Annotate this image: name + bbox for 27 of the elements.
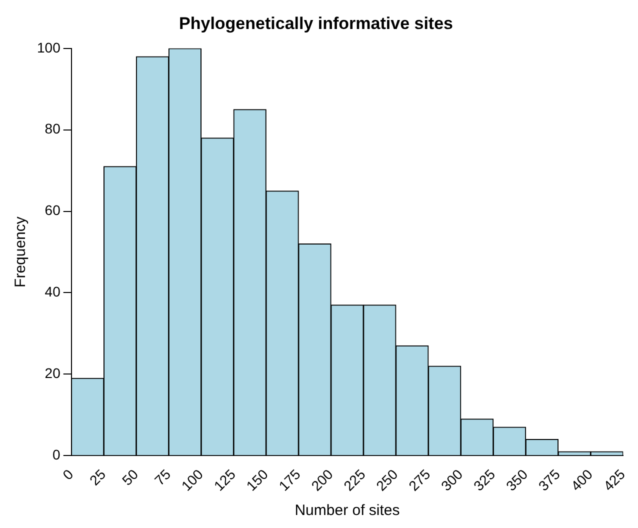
y-tick-label: 80 [44, 120, 61, 137]
x-tick-label: 425 [600, 466, 628, 494]
x-tick-label: 225 [340, 466, 368, 494]
y-axis-title: Frequency [12, 216, 30, 288]
x-tick-label: 250 [372, 466, 401, 494]
x-tick-label: 50 [118, 466, 142, 488]
y-tick-label: 20 [44, 365, 61, 382]
x-tick-label: 350 [502, 466, 531, 494]
x-tick-label: 25 [86, 466, 109, 488]
y-tick-label: 0 [52, 446, 61, 462]
x-tick-label: 300 [438, 466, 466, 494]
x-tick-label: 150 [243, 466, 272, 494]
x-tick-label: 100 [178, 466, 206, 494]
x-tick-label: 75 [151, 466, 174, 488]
x-tick-label: 400 [568, 466, 596, 494]
chart-title: Phylogenetically informative sites [179, 14, 453, 33]
x-tick-label: 325 [470, 466, 498, 494]
x-tick-label: 200 [308, 466, 336, 494]
y-tick-label: 100 [37, 39, 61, 56]
x-axis-title: Number of sites [294, 502, 400, 520]
y-tick-label: 60 [44, 202, 61, 218]
x-tick-label: 125 [210, 466, 239, 494]
x-tick-label: 275 [405, 466, 434, 494]
x-tick-label: 175 [276, 466, 304, 494]
x-tick-label: 375 [535, 466, 564, 494]
y-tick-label: 40 [44, 284, 61, 300]
x-tick-label: 0 [59, 466, 76, 483]
